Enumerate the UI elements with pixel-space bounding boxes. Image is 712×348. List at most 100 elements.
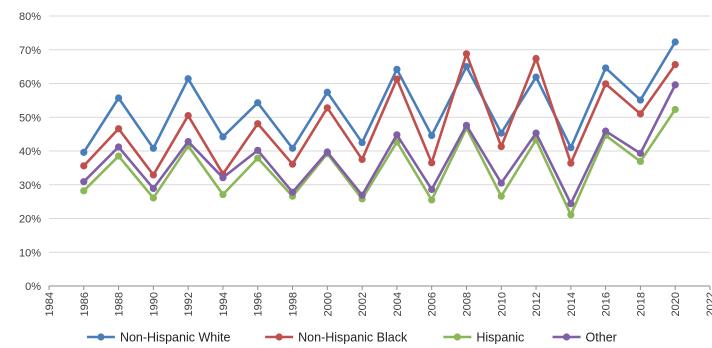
data-point-non-hispanic-white xyxy=(428,131,436,140)
data-point-other xyxy=(462,121,471,129)
data-point-other xyxy=(114,143,123,151)
legend-item-non-hispanic-black: Non-Hispanic Black xyxy=(265,331,408,345)
data-point-non-hispanic-white xyxy=(80,148,88,156)
series-line-other xyxy=(82,83,677,205)
x-tick-label: 1996 xyxy=(253,292,265,316)
series-line-non-hispanic-white xyxy=(82,40,677,154)
data-point-other xyxy=(567,200,575,208)
data-point-non-hispanic-black xyxy=(636,110,645,118)
data-point-non-hispanic-black xyxy=(288,160,297,168)
series-line-hispanic xyxy=(82,108,677,217)
legend-label: Hispanic xyxy=(476,331,524,345)
x-tick-label: 2012 xyxy=(531,292,543,316)
data-point-non-hispanic-black xyxy=(393,75,401,83)
x-tick-label: 1984 xyxy=(44,292,56,316)
x-tick-label: 2000 xyxy=(322,292,334,316)
data-point-other xyxy=(288,188,297,196)
data-point-other xyxy=(219,174,227,182)
x-tick-label: 2018 xyxy=(635,292,647,316)
legend-item-hispanic: Hispanic xyxy=(443,331,524,345)
data-point-non-hispanic-white xyxy=(219,133,227,141)
data-point-non-hispanic-white xyxy=(114,94,123,102)
data-point-non-hispanic-white xyxy=(671,38,679,46)
x-tick-label: 2008 xyxy=(461,292,473,316)
series-line-non-hispanic-black xyxy=(82,52,677,177)
x-tick-label: 2016 xyxy=(601,292,613,316)
data-point-non-hispanic-white xyxy=(602,64,610,72)
legend-label: Non-Hispanic White xyxy=(120,331,231,345)
data-point-non-hispanic-black xyxy=(497,143,505,151)
data-point-non-hispanic-white xyxy=(462,63,471,71)
legend-label: Other xyxy=(586,331,617,345)
data-point-other xyxy=(671,81,679,89)
data-point-hispanic xyxy=(428,196,436,204)
data-point-other xyxy=(428,185,436,194)
data-point-non-hispanic-white xyxy=(636,96,645,104)
data-point-non-hispanic-black xyxy=(358,155,366,164)
y-tick-label: 10% xyxy=(19,247,41,259)
data-point-hispanic xyxy=(219,190,227,199)
y-tick-label: 30% xyxy=(19,180,41,192)
data-point-non-hispanic-black xyxy=(254,120,262,128)
legend-item-non-hispanic-white: Non-Hispanic White xyxy=(86,331,231,345)
x-tick-label: 2010 xyxy=(496,292,508,316)
legend-item-other: Other xyxy=(552,331,617,345)
data-point-non-hispanic-black xyxy=(323,104,331,112)
x-tick-label: 1992 xyxy=(183,292,195,316)
y-tick-label: 70% xyxy=(19,45,41,57)
axis-layer: 0% 10% 20% 30% 40% 50% 60% 70% 80% 1984 1986 1988 19… xyxy=(19,11,712,316)
data-point-non-hispanic-black xyxy=(428,159,436,167)
legend-swatch-marker xyxy=(453,333,461,341)
legend: Non-Hispanic White Non-Hispanic Black Hisp… xyxy=(86,331,617,345)
data-point-non-hispanic-black xyxy=(462,50,471,58)
data-point-other xyxy=(323,148,331,156)
data-point-hispanic xyxy=(671,105,679,114)
legend-swatch-marker xyxy=(562,333,571,341)
y-tick-label: 60% xyxy=(19,79,41,91)
data-point-non-hispanic-white xyxy=(254,99,262,107)
data-point-non-hispanic-black xyxy=(114,125,123,133)
data-point-other xyxy=(254,146,262,154)
x-tick-label: 2006 xyxy=(427,292,439,316)
data-point-non-hispanic-white xyxy=(567,144,575,152)
data-point-other xyxy=(393,131,401,139)
y-tick-label: 40% xyxy=(19,146,41,158)
x-tick-label: 2002 xyxy=(357,292,369,316)
y-tick-label: 0% xyxy=(25,281,41,293)
data-point-hispanic xyxy=(80,187,88,195)
x-tick-label: 2004 xyxy=(392,292,404,316)
data-point-hispanic xyxy=(254,154,262,162)
y-tick-label: 50% xyxy=(19,112,41,124)
x-tick-label: 1994 xyxy=(218,292,230,316)
x-tick-label: 1988 xyxy=(114,292,126,316)
data-point-non-hispanic-white xyxy=(532,73,540,81)
data-point-non-hispanic-white xyxy=(149,144,157,152)
data-point-non-hispanic-white xyxy=(184,75,192,83)
y-tick-label: 80% xyxy=(19,11,41,23)
data-point-non-hispanic-black xyxy=(149,171,157,179)
data-point-other xyxy=(497,179,505,187)
data-point-non-hispanic-black xyxy=(184,111,192,120)
x-tick-label: 2022 xyxy=(705,292,712,316)
data-point-other xyxy=(532,129,540,137)
data-point-non-hispanic-black xyxy=(567,159,575,167)
data-point-non-hispanic-white xyxy=(393,65,401,73)
legend-swatch-marker xyxy=(275,333,283,341)
data-point-other xyxy=(636,149,645,157)
x-tick-label: 1986 xyxy=(79,292,91,316)
data-point-non-hispanic-black xyxy=(671,61,679,69)
data-point-other xyxy=(149,184,157,193)
data-point-non-hispanic-white xyxy=(288,144,297,152)
data-point-other xyxy=(184,137,192,146)
data-point-hispanic xyxy=(497,192,505,200)
x-tick-label: 2020 xyxy=(670,292,682,316)
data-point-other xyxy=(80,178,88,186)
data-point-other xyxy=(358,191,366,199)
data-point-non-hispanic-white xyxy=(358,138,366,147)
legend-label: Non-Hispanic Black xyxy=(298,331,408,345)
data-point-non-hispanic-white xyxy=(497,129,505,137)
y-tick-label: 20% xyxy=(19,214,41,226)
data-point-non-hispanic-black xyxy=(80,162,88,170)
